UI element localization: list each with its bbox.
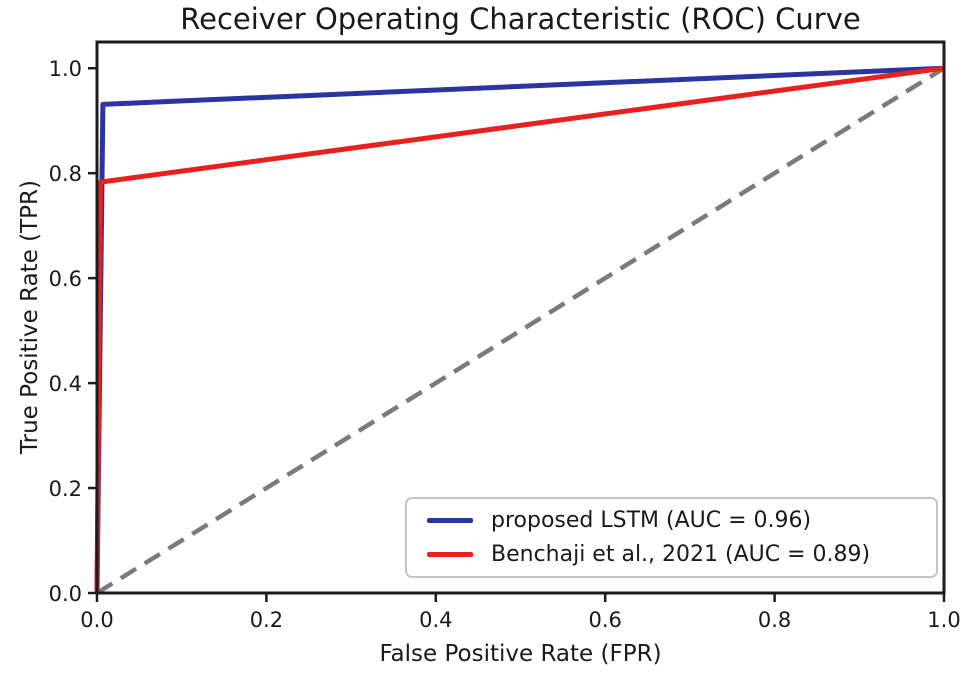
x-tick-label: 0.6 xyxy=(588,608,621,632)
x-tick-label: 0.2 xyxy=(250,608,283,632)
chart-title: Receiver Operating Characteristic (ROC) … xyxy=(180,2,861,36)
y-tick-label: 0.8 xyxy=(49,162,82,186)
y-tick-label: 1.0 xyxy=(49,57,82,81)
y-tick-label: 0.6 xyxy=(49,267,82,291)
legend-item: Benchaji et al., 2021 (AUC = 0.89) xyxy=(427,542,936,567)
legend: proposed LSTM (AUC = 0.96) Benchaji et a… xyxy=(405,497,938,578)
x-tick-label: 1.0 xyxy=(927,608,960,632)
y-tick-label: 0.0 xyxy=(49,582,82,606)
y-axis-label: True Positive Rate (TPR) xyxy=(17,179,43,455)
x-tick-label: 0.0 xyxy=(80,608,113,632)
plot-frame xyxy=(95,40,946,595)
legend-label: proposed LSTM (AUC = 0.96) xyxy=(491,508,812,533)
legend-swatch-1 xyxy=(427,552,473,557)
x-axis-label: False Positive Rate (FPR) xyxy=(379,641,662,667)
legend-label: Benchaji et al., 2021 (AUC = 0.89) xyxy=(491,542,871,567)
y-tick-label: 0.4 xyxy=(49,372,82,396)
x-tick-label: 0.8 xyxy=(758,608,791,632)
legend-item: proposed LSTM (AUC = 0.96) xyxy=(427,508,936,533)
x-tick-label: 0.4 xyxy=(419,608,452,632)
legend-swatch-0 xyxy=(427,518,473,523)
y-tick-label: 0.2 xyxy=(49,477,82,501)
